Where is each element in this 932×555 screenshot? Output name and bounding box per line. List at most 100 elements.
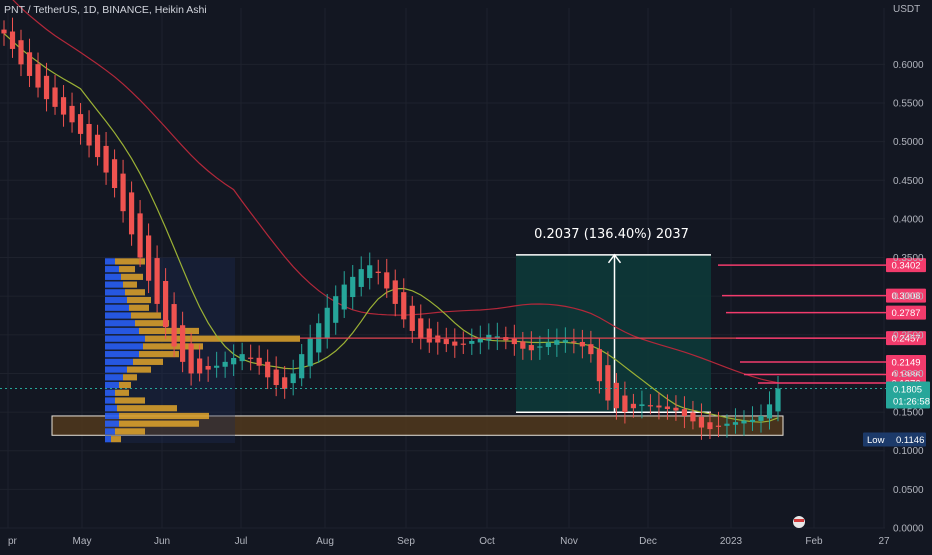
candle-body — [452, 341, 458, 346]
price-level-tag — [886, 258, 926, 273]
y-tick-label: 0.4000 — [893, 214, 924, 225]
candle-body — [545, 342, 551, 348]
x-tick-label: 2023 — [720, 536, 743, 547]
measure-arrow-head — [607, 253, 622, 264]
candle-body — [588, 344, 594, 355]
volume-profile-up-bar — [105, 351, 139, 358]
candle-body — [724, 423, 730, 426]
volume-profile-range — [105, 257, 235, 443]
x-tick-label: Aug — [316, 536, 334, 547]
candle-body — [128, 192, 135, 235]
volume-profile-up-bar — [105, 436, 111, 443]
candle-body — [749, 419, 756, 423]
volume-profile-up-bar — [105, 273, 121, 280]
volume-profile-up-bar — [105, 343, 143, 350]
volume-profile-down-bar — [115, 428, 145, 435]
ma-slow-line — [12, 0, 779, 384]
candle-body — [554, 340, 560, 345]
y-tick-label: 0.5000 — [893, 137, 924, 148]
volume-profile-down-bar — [123, 281, 137, 288]
candle-body — [681, 409, 688, 416]
candle-body — [307, 338, 313, 367]
volume-profile-down-bar — [111, 436, 121, 443]
candle-body — [154, 258, 160, 304]
candle-body — [639, 404, 645, 407]
y-tick-label: 0.2500 — [893, 330, 924, 341]
candle-body — [265, 361, 271, 378]
volume-profile-down-bar — [115, 258, 145, 265]
price-level-label: 0.2787 — [891, 308, 920, 319]
volume-profile-up-bar — [105, 327, 139, 335]
volume-profile-up-bar — [105, 397, 115, 404]
volume-profile-up-bar — [105, 296, 127, 304]
candle-body — [579, 341, 585, 347]
candle-body — [562, 340, 568, 343]
y-tick-label: 0.0000 — [893, 524, 924, 535]
volume-profile-down-bar — [119, 266, 135, 273]
candle-body — [528, 345, 534, 351]
candle-body — [460, 343, 466, 345]
candle-body — [120, 173, 126, 212]
countdown-label: 01:26:58 — [893, 397, 930, 408]
price-level-tags: 0.34020.30080.27870.24570.21490.19860.18… — [718, 258, 926, 391]
volume-profile-down-bar — [125, 289, 145, 296]
volume-profile-up-bar — [105, 374, 123, 381]
volume-profile-up-bar — [105, 281, 123, 288]
candle-body — [664, 406, 671, 409]
volume-profile-down-bar — [129, 304, 149, 311]
candle-body — [9, 31, 16, 49]
x-tick-label: Oct — [479, 536, 495, 547]
ma-fast-line — [3, 33, 779, 423]
candle-body — [60, 97, 67, 115]
volume-profile-up-bar — [105, 304, 129, 311]
volume-profile-down-bar — [135, 320, 169, 327]
candle-body — [605, 365, 611, 401]
candle-body — [622, 395, 628, 413]
volume-profile-down-bar — [115, 389, 129, 396]
candle-body — [758, 415, 764, 421]
x-tick-label: Dec — [639, 536, 657, 547]
candle-body — [571, 341, 577, 343]
candle-body — [1, 29, 7, 34]
candle-body — [111, 159, 118, 188]
x-tick-label: Jun — [154, 536, 170, 547]
volume-profile-up-bar — [105, 289, 125, 296]
x-tick-label: Jul — [235, 536, 248, 547]
candle-body — [409, 305, 415, 331]
candle-body — [375, 271, 381, 273]
candle-body — [494, 336, 500, 338]
candle-body — [103, 145, 109, 173]
y-tick-label: 0.1000 — [893, 446, 924, 457]
candle-body — [469, 341, 475, 344]
candle-body — [443, 339, 449, 345]
volume-profile-down-bar — [121, 273, 143, 280]
volume-profile-down-bar — [119, 412, 209, 420]
candle-body — [137, 213, 143, 258]
candle-body — [94, 134, 101, 158]
volume-profile-up-bar — [105, 412, 119, 420]
candle-body — [145, 235, 152, 281]
candle-body — [698, 416, 705, 428]
volume-profile-up-bar — [105, 320, 135, 327]
candle-body — [273, 369, 279, 386]
symbol-header[interactable]: PNT / TetherUS, 1D, BINANCE, Heikin Ashi — [4, 4, 207, 16]
price-level-tag — [886, 305, 926, 320]
candle-body — [69, 105, 75, 123]
price-level-label: 0.3008 — [891, 291, 920, 302]
candle-body — [367, 265, 373, 279]
candle-body — [163, 281, 169, 328]
y-tick-label: 0.3500 — [893, 253, 924, 264]
candle-body — [673, 407, 679, 411]
volume-profile-down-bar — [119, 381, 131, 389]
candle-body — [520, 341, 526, 349]
candle-body — [35, 64, 41, 88]
volume-profile-down-bar — [139, 351, 179, 358]
volume-profile-up-bar — [105, 258, 115, 265]
candle-body — [188, 343, 194, 374]
volume-profile-down-bar — [139, 327, 199, 335]
y-tick-label: 0.4500 — [893, 176, 924, 187]
y-tick-label: 0.3000 — [893, 292, 924, 303]
candle-body — [775, 388, 781, 412]
